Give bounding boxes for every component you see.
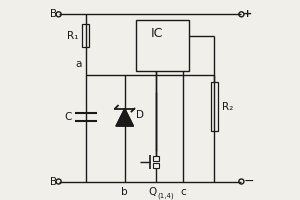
Bar (153, 156, 159, 161)
Text: c: c (180, 187, 186, 197)
Text: D: D (136, 110, 144, 120)
Text: IC: IC (151, 27, 163, 40)
Text: a: a (76, 59, 82, 69)
Text: C: C (65, 112, 72, 122)
Bar (82, 24, 89, 47)
Text: Q: Q (148, 187, 156, 197)
Text: b: b (122, 187, 128, 197)
Text: R₁: R₁ (67, 31, 78, 41)
Text: B: B (50, 177, 57, 187)
Text: R₂: R₂ (222, 102, 233, 112)
Bar (153, 163, 159, 168)
Text: (1,4): (1,4) (158, 192, 174, 199)
Text: +: + (243, 9, 253, 19)
Text: B: B (50, 9, 57, 19)
Bar (136, 20, 189, 71)
Text: −: − (243, 175, 254, 188)
Polygon shape (116, 109, 134, 126)
Bar (211, 82, 217, 131)
